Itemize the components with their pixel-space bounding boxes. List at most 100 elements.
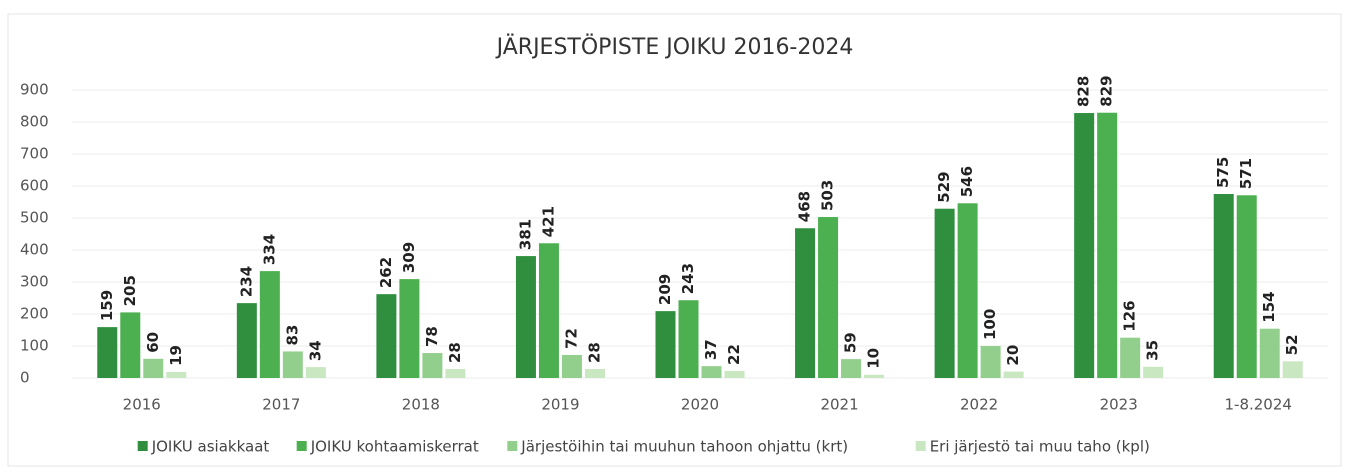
bar xyxy=(934,208,955,378)
legend-label: Järjestöihin tai muuhun tahoon ohjattu (… xyxy=(520,438,848,456)
bar xyxy=(655,311,676,378)
bar xyxy=(236,303,257,378)
value-label: 571 xyxy=(1237,158,1255,189)
bar xyxy=(864,374,885,378)
y-tick-label: 100 xyxy=(20,337,49,355)
x-tick-label: 2022 xyxy=(960,396,998,414)
value-label: 829 xyxy=(1098,75,1116,106)
legend-swatch xyxy=(507,441,518,451)
x-tick-label: 1-8.2024 xyxy=(1224,396,1291,414)
bar xyxy=(1143,366,1164,378)
value-label: 234 xyxy=(237,266,255,297)
x-tick-label: 2018 xyxy=(402,396,440,414)
bar xyxy=(1259,328,1280,378)
value-label: 52 xyxy=(1283,334,1301,355)
bar xyxy=(282,351,303,378)
x-tick-label: 2020 xyxy=(681,396,719,414)
value-label: 421 xyxy=(539,206,557,237)
value-label: 154 xyxy=(1260,291,1278,322)
value-label: 828 xyxy=(1075,76,1093,107)
bar xyxy=(1120,337,1141,378)
value-label: 503 xyxy=(819,180,837,211)
bar xyxy=(97,327,118,378)
bar xyxy=(305,367,326,378)
value-label: 309 xyxy=(400,242,418,273)
y-tick-label: 0 xyxy=(20,369,30,387)
bar xyxy=(1097,112,1118,378)
value-label: 546 xyxy=(958,166,976,197)
legend-swatch xyxy=(915,441,926,451)
bar xyxy=(701,366,722,378)
legend-swatch xyxy=(296,441,307,451)
value-label: 575 xyxy=(1214,157,1232,188)
value-label: 243 xyxy=(679,263,697,294)
legend-label: Eri järjestö tai muu taho (kpl) xyxy=(930,438,1150,456)
legend-swatch xyxy=(137,441,148,451)
value-label: 381 xyxy=(516,219,534,250)
bar xyxy=(259,271,280,378)
value-label: 262 xyxy=(377,257,395,288)
value-label: 205 xyxy=(121,275,139,306)
y-tick-label: 600 xyxy=(20,177,49,195)
bar xyxy=(445,369,466,378)
bar xyxy=(724,370,745,378)
y-tick-label: 300 xyxy=(20,273,49,291)
value-label: 126 xyxy=(1121,300,1139,331)
bar xyxy=(1074,113,1095,378)
chart-title: JÄRJESTÖPISTE JOIKU 2016-2024 xyxy=(495,34,854,60)
y-tick-label: 700 xyxy=(20,145,49,163)
bar xyxy=(584,369,605,378)
bar xyxy=(515,256,536,378)
value-label: 20 xyxy=(1004,345,1022,366)
bar xyxy=(1236,195,1257,378)
bar xyxy=(980,346,1001,378)
value-label: 529 xyxy=(935,171,953,202)
x-tick-label: 2019 xyxy=(541,396,579,414)
bar xyxy=(1213,194,1234,378)
bar xyxy=(120,312,141,378)
value-label: 209 xyxy=(656,274,674,305)
y-tick-label: 900 xyxy=(20,81,49,99)
legend-label: JOIKU kohtaamiskerrat xyxy=(310,438,479,456)
y-tick-label: 200 xyxy=(20,305,49,323)
value-label: 35 xyxy=(1144,340,1162,361)
value-label: 19 xyxy=(167,345,185,366)
bar xyxy=(399,279,420,378)
value-label: 468 xyxy=(796,191,814,222)
y-tick-label: 500 xyxy=(20,209,49,227)
x-tick-label: 2021 xyxy=(820,396,858,414)
bar xyxy=(795,228,816,378)
chart-frame xyxy=(7,13,1342,467)
bar xyxy=(1003,371,1024,378)
value-label: 100 xyxy=(981,309,999,340)
bar xyxy=(376,294,397,378)
bar xyxy=(678,300,699,378)
value-label: 34 xyxy=(306,340,324,361)
x-tick-label: 2017 xyxy=(262,396,300,414)
legend-label: JOIKU asiakkaat xyxy=(151,438,270,456)
value-label: 28 xyxy=(446,342,464,363)
x-tick-label: 2023 xyxy=(1100,396,1138,414)
value-label: 37 xyxy=(702,339,720,360)
value-label: 60 xyxy=(144,332,162,353)
value-label: 159 xyxy=(98,290,116,321)
y-tick-label: 400 xyxy=(20,241,49,259)
bar xyxy=(957,203,978,378)
bar xyxy=(841,359,862,378)
value-label: 334 xyxy=(260,234,278,265)
bar xyxy=(143,358,164,378)
value-label: 59 xyxy=(842,332,860,353)
value-label: 10 xyxy=(865,348,883,369)
x-tick-label: 2016 xyxy=(123,396,161,414)
bar xyxy=(538,243,559,378)
bar xyxy=(422,353,443,378)
bar xyxy=(166,371,187,378)
value-label: 78 xyxy=(423,326,441,347)
value-label: 83 xyxy=(283,325,301,346)
bar xyxy=(818,217,839,378)
bar xyxy=(1282,361,1303,378)
bar xyxy=(561,354,582,378)
value-label: 28 xyxy=(585,342,603,363)
value-label: 22 xyxy=(725,344,743,365)
